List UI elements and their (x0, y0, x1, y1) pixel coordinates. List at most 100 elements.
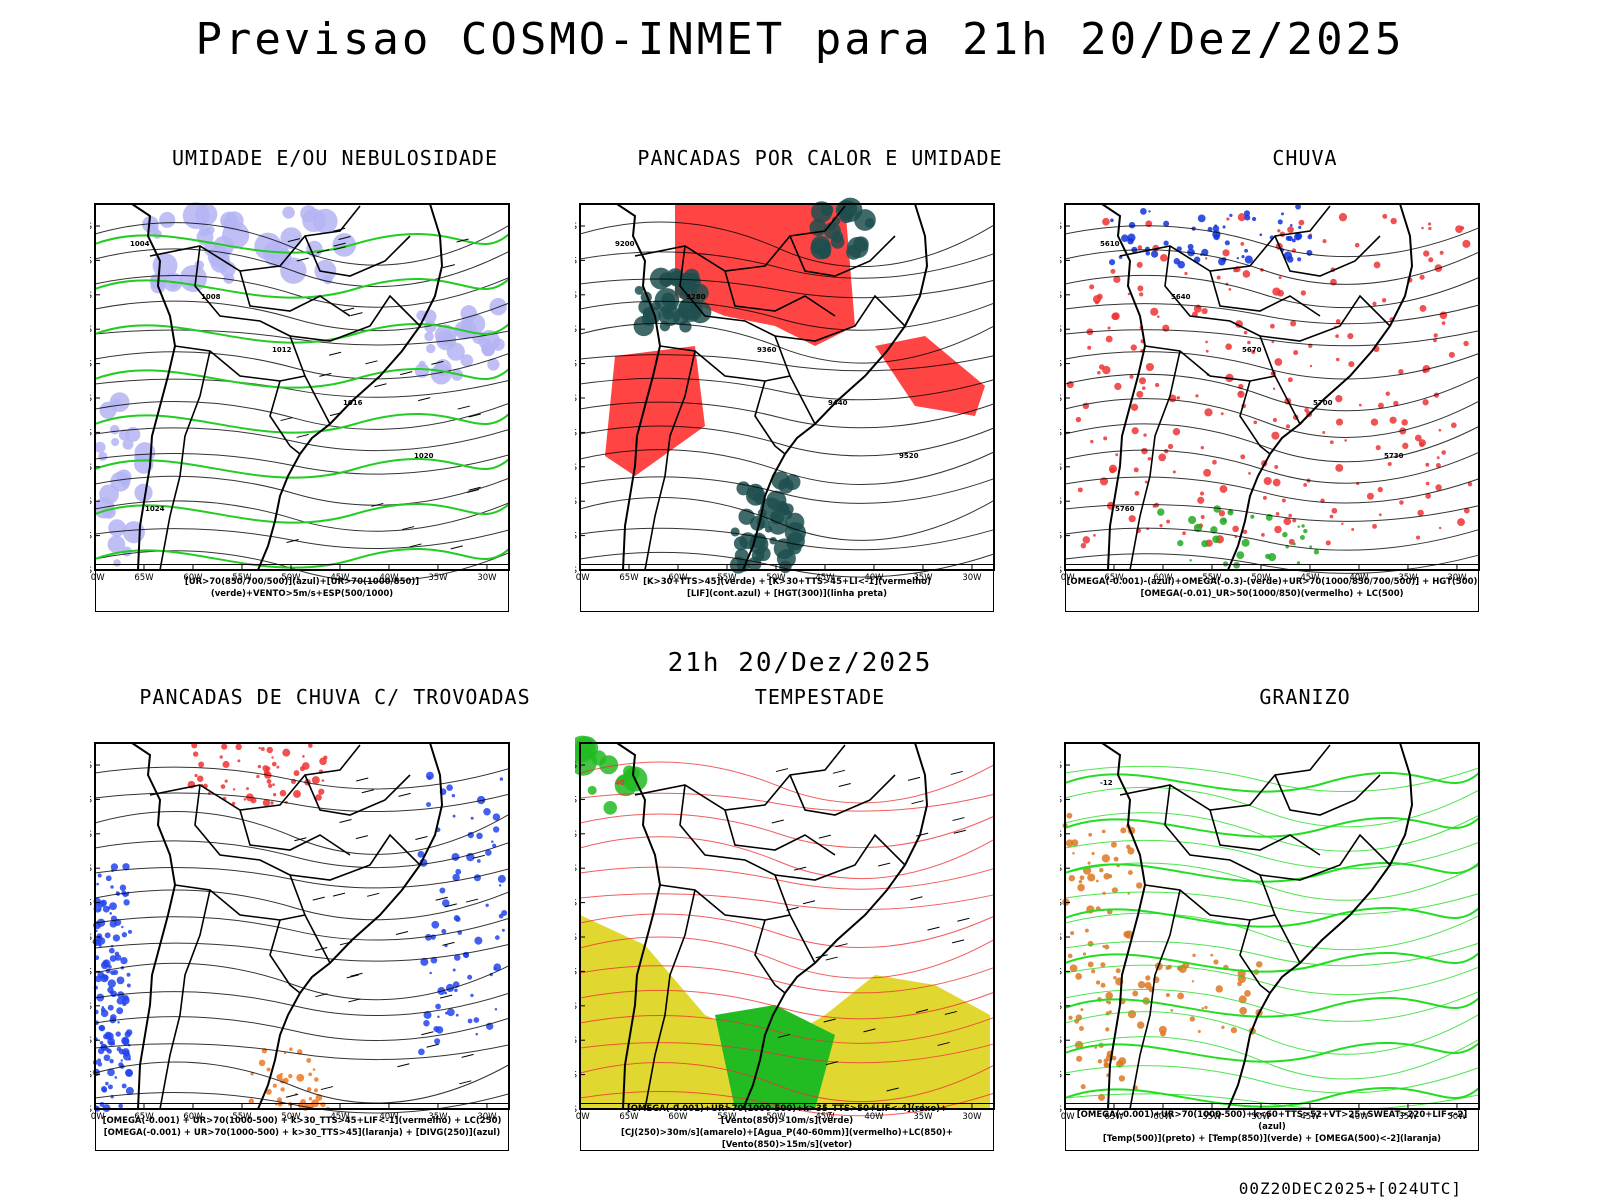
divergence-fill (125, 1029, 133, 1036)
divergence-fill (116, 976, 125, 985)
divergence-fill (108, 947, 115, 954)
heat-fill (835, 200, 856, 220)
lon-label: 55W (717, 573, 737, 583)
contour-line (1064, 907, 1480, 928)
lon-label: 70W (575, 573, 590, 583)
lon-label: 60W (183, 573, 203, 583)
instability-fill (280, 1087, 285, 1092)
rain-fill (1127, 292, 1131, 296)
coastline (616, 203, 662, 571)
map-pancadas-trovoadas: 12S 15S 18S 21S 24S 27S 30S 33S 36S 39S 42S70W 65W 6… (90, 742, 510, 1122)
rain-fill (1282, 531, 1288, 538)
lat-label: 24S (1060, 360, 1062, 370)
rain-fill (1309, 545, 1313, 549)
legend-line: [UR>70(850/700/500)](azul)+[UR>70(1000/8… (184, 577, 420, 599)
heat-fill (690, 283, 709, 302)
rain-fill (1250, 514, 1255, 519)
legend-box: [OMEGA(-0.001)+UR>70(1000-500)+k<60+TTS>… (1065, 1103, 1479, 1151)
rain-fill (1243, 210, 1251, 217)
divergence-fill (121, 932, 128, 938)
rain-fill (1247, 340, 1251, 345)
humidity-fill (332, 233, 357, 257)
lon-label: 40W (379, 1112, 399, 1122)
contour-line (579, 836, 995, 880)
contour-value-label: 5670 (1242, 346, 1262, 354)
storm-fill (232, 788, 236, 791)
lat-label: 42S (90, 566, 92, 576)
temperature-fill (1105, 1027, 1110, 1032)
temperature-fill (1192, 953, 1196, 958)
rain-fill (1385, 391, 1391, 396)
instability-fill (314, 1077, 319, 1082)
contour-line (94, 300, 510, 332)
temperature-fill (1099, 867, 1104, 873)
divergence-fill (446, 784, 453, 791)
rain-fill (1329, 440, 1334, 445)
rain-fill (1285, 235, 1291, 241)
temperature-fill (1065, 839, 1074, 848)
rain-fill (1150, 250, 1159, 258)
rain-fill (1377, 486, 1383, 493)
divergence-fill (451, 793, 456, 798)
contour-line (94, 378, 510, 398)
humidity-fill (282, 206, 295, 219)
lon-label: 50W (1251, 1112, 1271, 1122)
country-border (174, 884, 331, 964)
rain-fill (1287, 377, 1293, 383)
rain-fill (1172, 470, 1176, 474)
divergence-fill (105, 875, 112, 882)
storm-fill (222, 760, 230, 768)
rain-fill (1272, 478, 1281, 487)
country-border (304, 235, 411, 277)
contour-line (579, 1062, 995, 1103)
temperature-fill (1111, 887, 1118, 894)
wind-vector (468, 413, 481, 418)
wind-vector (466, 488, 480, 493)
rain-fill (1290, 320, 1297, 327)
divergence-fill (98, 908, 101, 912)
lon-label: 55W (1202, 1112, 1222, 1122)
rain-fill (1237, 390, 1245, 398)
divergence-fill (107, 979, 116, 988)
country-border (659, 345, 816, 425)
country-border (269, 380, 301, 455)
temperature-fill (1088, 832, 1093, 837)
rain-fill (1145, 362, 1154, 372)
rain-fill (1213, 233, 1220, 241)
divergence-fill (108, 965, 112, 969)
lat-label: 33S (90, 463, 92, 473)
contour-line (1064, 912, 1480, 951)
rain-fill (1130, 344, 1137, 351)
rain-fill (1128, 221, 1136, 229)
divergence-fill (106, 1048, 112, 1054)
temperature-fill (1132, 990, 1139, 997)
rain-fill (1462, 239, 1471, 248)
divergence-fill (483, 808, 491, 816)
coastline (1101, 742, 1147, 1110)
legend-line: [OMEGA(-0.001)-(azul)+OMEGA(-0.3)-(verde… (1066, 577, 1478, 587)
wind-vector (421, 1031, 434, 1036)
humidity-fill (125, 426, 141, 442)
rain-fill (1103, 436, 1108, 441)
humidity-fill (204, 240, 220, 257)
wind-vector (802, 900, 816, 905)
lon-label: 45W (1300, 573, 1320, 583)
contour-value-label: 9440 (828, 399, 848, 407)
lon-label: 40W (1349, 1112, 1369, 1122)
wind-vector (371, 502, 384, 507)
rain-fill (1283, 251, 1293, 260)
contour-value-label: 1020 (414, 452, 434, 460)
coastline (257, 742, 444, 1110)
temperature-fill (1108, 1010, 1112, 1014)
rain-fill (1274, 525, 1282, 534)
rain-fill (1423, 250, 1430, 257)
lat-label: 27S (575, 933, 577, 943)
contour-line (1064, 952, 1480, 973)
rain-fill (1102, 217, 1110, 226)
temperature-fill (1127, 847, 1135, 855)
wind-vector (333, 242, 346, 247)
rain-fill (1251, 216, 1257, 222)
wind-vector (285, 1093, 299, 1098)
lat-label: 30S (90, 428, 92, 438)
rain-fill (1216, 275, 1221, 280)
